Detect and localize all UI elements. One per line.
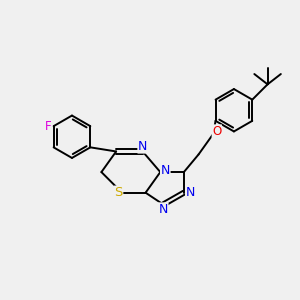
Text: N: N [159,203,168,216]
Text: N: N [186,186,195,199]
Text: O: O [212,125,221,138]
Text: N: N [160,164,170,177]
Text: F: F [45,120,52,133]
Text: S: S [114,186,123,199]
Text: N: N [138,140,147,153]
